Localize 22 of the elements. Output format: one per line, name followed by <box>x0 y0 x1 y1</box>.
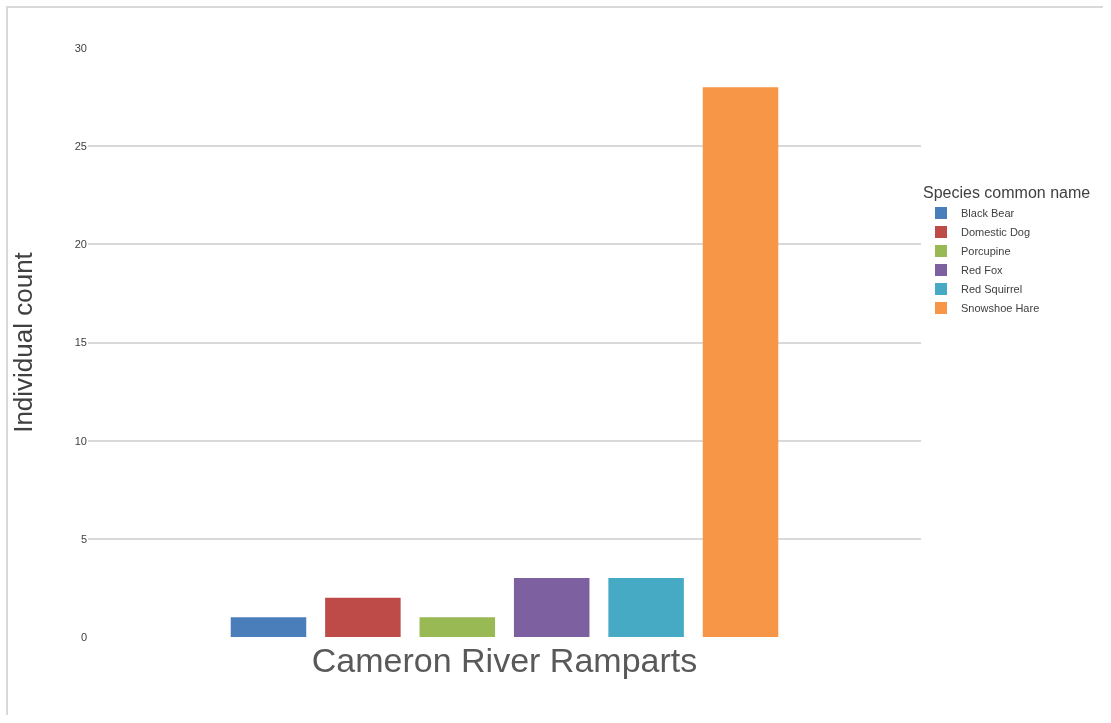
bar <box>230 617 307 637</box>
legend-label: Snowshoe Hare <box>961 302 1040 315</box>
legend-label: Red Fox <box>961 264 1004 277</box>
bar <box>702 87 779 637</box>
y-tick-label: 0 <box>80 630 87 643</box>
legend-title: Species common name <box>923 184 1091 202</box>
y-tick-label: 10 <box>74 434 87 447</box>
legend-label: Porcupine <box>961 245 1011 258</box>
y-tick-label: 20 <box>74 238 87 251</box>
legend-label: Red Squirrel <box>961 283 1023 296</box>
y-tick-label: 5 <box>80 532 87 545</box>
bar <box>513 578 590 637</box>
bar <box>325 597 401 637</box>
y-tick-label: 15 <box>74 336 87 349</box>
legend-label: Black Bear <box>961 207 1015 220</box>
bar <box>608 578 684 637</box>
y-tick-label: 30 <box>74 41 87 54</box>
y-tick-label: 25 <box>74 140 87 153</box>
y-axis-title: Individual count <box>8 251 38 433</box>
bar <box>419 617 496 637</box>
x-tick-label: Cameron River Ramparts <box>311 641 698 679</box>
legend-label: Domestic Dog <box>961 226 1031 239</box>
